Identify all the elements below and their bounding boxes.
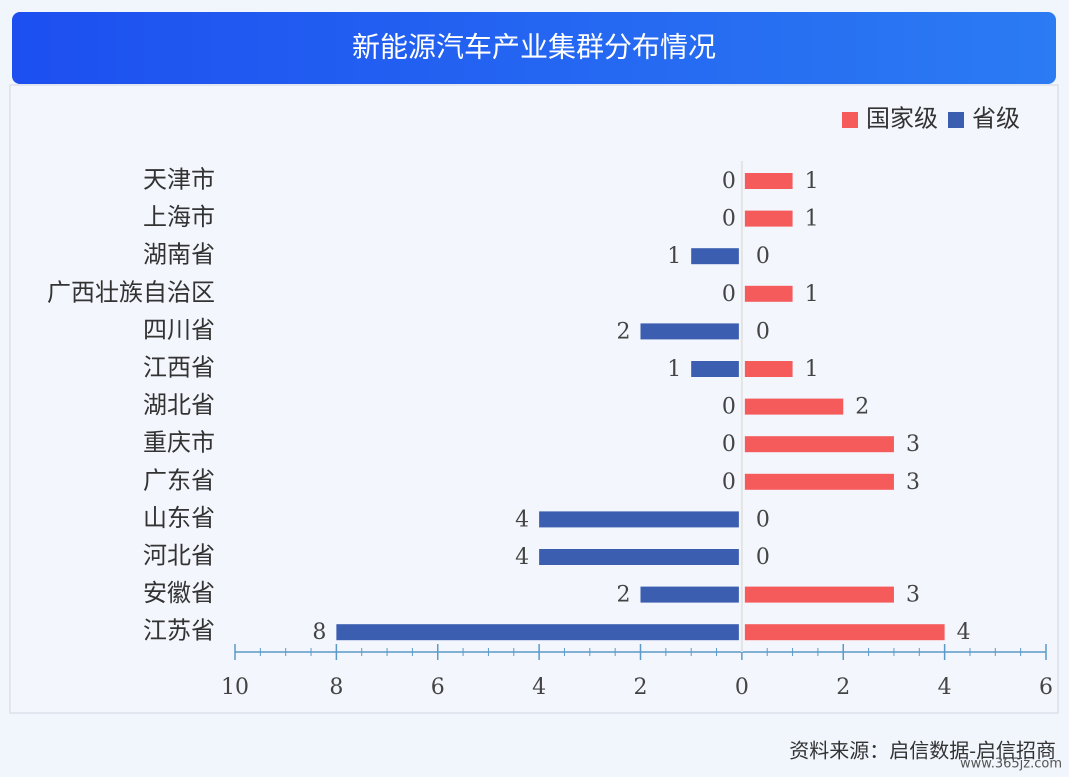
- y-tick-label: 湖北省: [143, 391, 215, 419]
- bar: [691, 248, 739, 265]
- bar: [640, 323, 739, 340]
- bar: [539, 549, 739, 565]
- bar: [744, 586, 894, 603]
- value-label: 3: [906, 432, 920, 457]
- bar: [744, 285, 793, 302]
- bar: [744, 173, 793, 189]
- value-label: 0: [756, 545, 770, 570]
- value-label: 0: [756, 319, 770, 344]
- title-banner: [12, 12, 1056, 84]
- x-tick-label: 10: [221, 675, 249, 700]
- y-tick-label: 天津市: [143, 166, 215, 194]
- x-tick-label: 6: [1039, 675, 1053, 700]
- y-tick-label: 江苏省: [143, 617, 215, 645]
- bar: [744, 436, 894, 453]
- value-label: 1: [667, 244, 681, 269]
- legend-swatch: [842, 112, 858, 128]
- value-label: 0: [722, 432, 736, 457]
- x-tick-label: 2: [836, 675, 850, 700]
- value-label: 0: [722, 169, 736, 194]
- value-label: 2: [617, 583, 631, 608]
- bar: [744, 210, 793, 227]
- x-tick-label: 6: [431, 675, 445, 700]
- value-label: 0: [722, 207, 736, 232]
- bar: [336, 624, 739, 641]
- value-label: 1: [667, 357, 681, 382]
- bar: [640, 586, 739, 603]
- y-tick-label: 江西省: [143, 354, 215, 382]
- value-label: 3: [906, 583, 920, 608]
- bar: [744, 473, 894, 490]
- watermark: www.365jz.com: [960, 757, 1062, 772]
- y-tick-label: 四川省: [143, 316, 215, 344]
- value-label: 4: [957, 620, 971, 645]
- source: 资料来源：启信数据-启信招商: [789, 739, 1056, 763]
- y-tick-label: 湖南省: [143, 241, 215, 269]
- y-tick-label: 安徽省: [143, 579, 215, 607]
- value-label: 0: [722, 395, 736, 420]
- bar: [691, 361, 739, 377]
- y-tick-label: 河北省: [143, 542, 215, 570]
- bar: [744, 624, 945, 641]
- y-tick-label: 重庆市: [143, 429, 215, 457]
- value-label: 0: [722, 282, 736, 307]
- value-label: 0: [756, 244, 770, 269]
- value-label: 8: [312, 620, 326, 645]
- value-label: 1: [805, 282, 819, 307]
- value-label: 2: [855, 395, 869, 420]
- legend-label: 省级: [972, 105, 1020, 133]
- y-tick-label: 山东省: [143, 504, 215, 532]
- value-label: 1: [805, 207, 819, 232]
- y-tick-label: 上海市: [143, 203, 215, 231]
- bar: [539, 511, 739, 528]
- x-tick-label: 8: [329, 675, 343, 700]
- x-tick-label: 0: [735, 675, 749, 700]
- value-label: 3: [906, 470, 920, 495]
- y-tick-label: 广西壮族自治区: [47, 278, 215, 306]
- bar: [744, 398, 844, 415]
- value-label: 0: [756, 507, 770, 532]
- x-tick-label: 2: [634, 675, 648, 700]
- value-label: 1: [805, 357, 819, 382]
- value-label: 4: [515, 545, 529, 570]
- chart-title: 新能源汽车产业集群分布情况: [352, 31, 716, 64]
- x-tick-label: 4: [532, 675, 546, 700]
- legend-swatch: [948, 112, 964, 128]
- x-tick-label: 4: [938, 675, 952, 700]
- value-label: 4: [515, 507, 529, 532]
- bar: [744, 361, 793, 377]
- y-tick-label: 广东省: [143, 466, 215, 494]
- legend-label: 国家级: [866, 105, 938, 133]
- panel: [9, 84, 1059, 714]
- value-label: 1: [805, 169, 819, 194]
- value-label: 0: [722, 470, 736, 495]
- value-label: 2: [617, 319, 631, 344]
